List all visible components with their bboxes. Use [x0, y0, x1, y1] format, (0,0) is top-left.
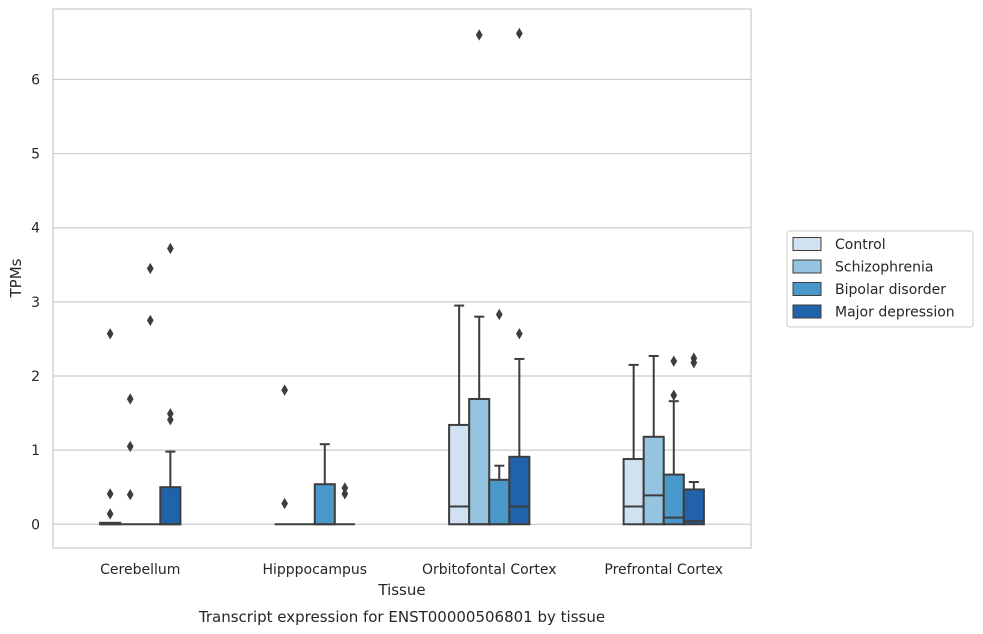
box-2-3-body	[468, 397, 491, 526]
outlier-1-1-3	[106, 328, 114, 340]
outlier-1-2-1	[281, 497, 289, 510]
outlier-3-1-2	[146, 262, 154, 275]
y-tick-labels: 0 1 2 3 4 5 6	[31, 72, 40, 533]
box-1-4	[622, 363, 645, 526]
box-2-4-body	[642, 435, 665, 526]
box-4-1-body	[159, 486, 182, 526]
outlier-4-1-3	[166, 242, 174, 255]
outlier-2-1-3	[126, 393, 134, 405]
box-4-4	[682, 481, 705, 526]
legend-label-2: Schizophrenia	[835, 260, 933, 276]
legend-frame	[786, 230, 974, 328]
box-3-2-body	[313, 483, 336, 526]
legend-label-3: Bipolar disorder	[835, 282, 946, 298]
x-tick-label-1: Cerebellum	[100, 562, 180, 578]
outlier-3-4-2	[670, 355, 678, 367]
outlier-1-1-2	[106, 488, 114, 500]
box-4-3	[508, 357, 531, 526]
legend-swatch-3	[792, 282, 822, 296]
box-1-4-body	[622, 458, 645, 526]
x-tick-labels: Cerebellum Hipppocampus Orbitofontal Corte…	[100, 562, 723, 578]
box-3-3	[488, 464, 511, 526]
y-tick-label-6: 6	[31, 72, 40, 88]
box-2-3	[468, 315, 491, 526]
chart-caption: Transcript expression for ENST0000050680…	[198, 608, 605, 626]
y-tick-label-0: 0	[31, 517, 40, 533]
outlier-4-2-2	[341, 482, 349, 494]
x-tick-label-4: Prefrontal Cortex	[604, 562, 723, 578]
outlier-4-2-1	[341, 488, 349, 500]
outlier-3-1-1	[146, 314, 154, 327]
box-3-3-body	[488, 478, 511, 526]
boxes	[99, 304, 705, 526]
y-tick-label-1: 1	[31, 443, 40, 459]
legend-swatch-1	[792, 237, 822, 251]
outlier-3-4-1	[670, 389, 678, 401]
box-1-3	[448, 304, 471, 526]
outlier-3-3-1	[495, 308, 503, 321]
legend-label-1: Control	[835, 237, 886, 253]
y-axis-label: TPMs	[7, 258, 25, 298]
outlier-2-1-1	[126, 488, 134, 501]
x-axis-label: Tissue	[377, 581, 425, 599]
outlier-2-3-1	[475, 29, 483, 41]
legend-swatch-4	[792, 304, 822, 319]
box-1-3-body	[448, 423, 471, 526]
outlier-4-1-1	[166, 414, 174, 426]
outlier-4-3-2	[515, 27, 523, 40]
legend: Control Schizophrenia Bipolar disorder Majo…	[786, 230, 974, 328]
outlier-1-2-2	[281, 384, 289, 396]
legend-label-4: Major depression	[835, 305, 955, 321]
outlier-4-3-1	[515, 328, 523, 340]
box-1-1	[99, 521, 122, 526]
y-tick-label-5: 5	[31, 147, 40, 163]
x-tick-label-3: Orbitofontal Cortex	[422, 562, 557, 578]
legend-swatch-2	[792, 259, 822, 274]
outlier-4-4-2	[690, 352, 698, 364]
x-tick-label-2: Hipppocampus	[262, 562, 367, 578]
outlier-4-1-2	[166, 408, 174, 420]
y-tick-label-2: 2	[31, 369, 40, 385]
outlier-1-1-1	[106, 508, 114, 520]
y-tick-label-3: 3	[31, 295, 40, 311]
box-4-3-body	[508, 455, 531, 526]
box-4-4-body	[682, 488, 705, 526]
outlier-2-1-2	[126, 440, 134, 453]
y-tick-label-4: 4	[31, 221, 40, 237]
box-3-2	[313, 443, 336, 526]
box-4-1	[159, 450, 182, 526]
outliers	[106, 27, 698, 520]
plot-frame	[52, 8, 752, 549]
